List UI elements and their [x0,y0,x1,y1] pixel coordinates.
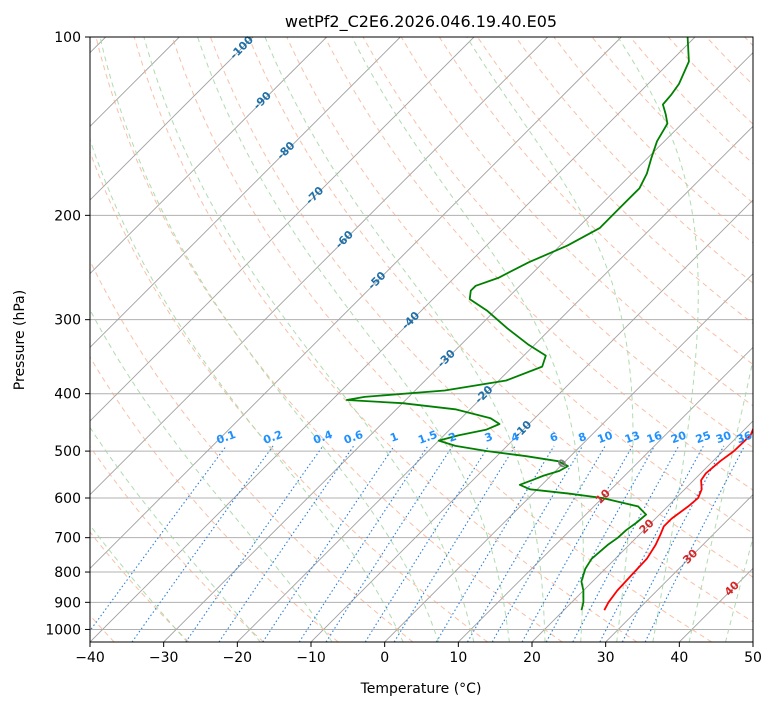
x-tick-label: 30 [597,650,615,666]
mixing-ratio-label: 0.6 [342,428,365,447]
plot-background [90,37,753,642]
temperature-profile-line [603,426,753,611]
dry-adiabat-line [362,37,753,449]
y-axis-title: Pressure (hPa) [12,290,28,390]
x-tick-label: 0 [380,650,389,666]
mixing-ratio-label: 16 [645,429,664,447]
moist-adiabat-line [466,37,634,642]
mixing-ratio-label: 8 [577,430,589,445]
chart-title: wetPf2_C2E6.2026.046.19.40.E05 [285,12,557,32]
mixing-ratio-line [545,445,656,642]
mixing-ratio-line [298,445,429,642]
mixing-ratio-label: 2 [447,430,459,445]
mixing-ratio-label: 1.5 [416,428,439,447]
isotherm-line [90,37,254,201]
mixing-ratio-label: 30 [714,429,733,447]
x-tick-label: 50 [744,650,762,666]
isotherm-line [90,37,622,569]
isotherm-line [605,494,753,642]
isotherm-line [90,37,548,496]
x-tick-label: −20 [223,650,253,666]
y-tick-label: 300 [54,313,81,329]
mixing-ratio-label: 0.1 [215,428,238,447]
mixing-ratio-label: 1 [388,430,400,445]
mixing-ratio-line [325,445,454,642]
dry-adiabat-line [90,259,414,642]
mixing-ratio-line [131,445,274,642]
moist-adiabat-line [90,426,261,642]
moist-adiabat-line [351,37,584,642]
dry-adiabat-line [95,37,563,642]
y-tick-label: 600 [54,491,81,507]
dry-adiabat-line [90,531,190,642]
mixing-ratio-label: 6 [548,430,560,445]
mixing-ratio-line [644,445,746,642]
mixing-ratio-line [218,445,355,642]
x-tick-label: 10 [449,650,467,666]
y-tick-label: 800 [54,565,81,581]
mixing-ratio-label: 36 [735,429,754,447]
moist-adiabat-line [617,37,699,642]
mixing-ratio-line [435,445,555,642]
isotherm-line [531,420,753,642]
y-tick-label: 500 [54,444,81,460]
x-tick-label: −10 [296,650,326,666]
mixing-ratio-label: 20 [669,429,688,447]
y-tick-label: 900 [54,595,81,611]
mixing-ratio-label: 10 [596,429,615,447]
isotherm-line [90,37,401,348]
dry-adiabat-line [210,37,753,623]
dewpoint-profile-line [345,37,690,611]
y-tick-label: 100 [54,30,81,46]
isotherm-line [752,641,753,642]
moist-adiabat-line [99,37,439,642]
x-tick-label: 40 [670,650,688,666]
dry-adiabat-line [90,356,339,642]
mixing-ratio-label: 0.4 [311,428,334,447]
moist-adiabat-line [143,37,475,642]
x-tick-label: −30 [149,650,179,666]
isotherm-line [163,52,753,642]
mixing-ratio-line [393,445,516,642]
isotherm-line [90,37,696,642]
mixing-ratio-label: 13 [623,429,642,446]
mixing-ratio-label: 3 [483,430,495,445]
mixing-ratio-line [185,445,324,642]
dry-adiabat-line [248,37,753,578]
moist-adiabat-line [90,138,404,642]
mixing-ratio-line [262,445,395,642]
mixing-ratio-label: 0.2 [262,428,285,447]
isotherm-line [384,273,753,642]
moist-adiabat-line [90,524,188,642]
mixing-ratio-line [521,445,633,642]
dry-adiabat-line [400,37,753,407]
plot-frame [89,36,754,643]
mixing-ratio-line [364,445,490,642]
x-tick-label: 20 [523,650,541,666]
mixing-ratio-label: 25 [694,429,713,446]
dry-adiabat-line [133,37,638,642]
mixing-ratio-line [467,445,584,642]
isotherm-line [90,37,327,275]
y-tick-label: 1000 [45,622,81,638]
isotherm-line [237,125,753,642]
y-tick-label: 200 [54,208,81,224]
y-tick-label: 700 [54,531,81,547]
x-axis-title: Temperature (°C) [360,681,482,697]
mixing-ratio-line [621,445,725,642]
isotherm-line [90,37,475,422]
dry-adiabat-line [324,37,753,491]
x-tick-label: −40 [75,650,105,666]
mixing-ratio-label: 4 [509,430,521,445]
isotherm-line [458,346,753,642]
y-tick-label: 400 [54,387,81,403]
